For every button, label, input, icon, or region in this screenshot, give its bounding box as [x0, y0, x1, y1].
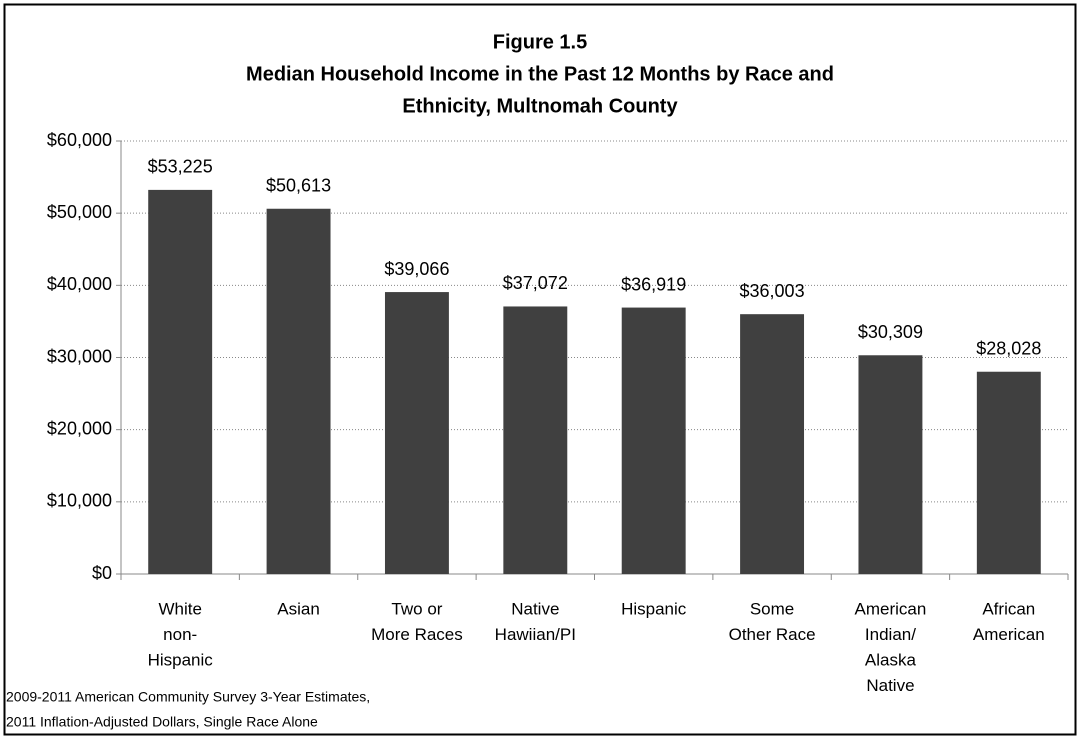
data-label: $50,613 — [266, 175, 331, 195]
y-tick-label: $50,000 — [47, 202, 112, 222]
data-label: $28,028 — [976, 338, 1041, 358]
data-label: $36,003 — [740, 281, 805, 301]
footnote: 2011 Inflation-Adjusted Dollars, Single … — [6, 714, 318, 730]
y-tick-label: $60,000 — [47, 130, 112, 150]
chart-title: Median Household Income in the Past 12 M… — [246, 63, 834, 85]
chart-title: Ethnicity, Multnomah County — [402, 95, 678, 117]
x-tick-label: Other Race — [729, 625, 816, 644]
footnote: 2009-2011 American Community Survey 3-Ye… — [6, 689, 370, 705]
bar — [384, 292, 449, 574]
x-tick-label: Asian — [277, 599, 320, 618]
y-tick-label: $20,000 — [47, 418, 112, 438]
data-label: $37,072 — [503, 273, 568, 293]
bar — [266, 208, 331, 574]
bar — [976, 371, 1041, 574]
x-tick-label: non- — [163, 625, 197, 644]
x-tick-label: American — [855, 599, 927, 618]
x-tick-label: Some — [750, 599, 794, 618]
y-tick-label: $0 — [92, 563, 112, 583]
x-tick-label: Hispanic — [621, 599, 687, 618]
data-label: $53,225 — [148, 157, 213, 177]
bar — [503, 306, 568, 574]
x-tick-label: Native — [511, 599, 559, 618]
bar — [858, 355, 923, 574]
data-label: $30,309 — [858, 322, 923, 342]
x-tick-label: American — [973, 625, 1045, 644]
y-tick-label: $30,000 — [47, 346, 112, 366]
data-label: $36,919 — [621, 274, 686, 294]
x-tick-label: African — [982, 599, 1035, 618]
x-tick-label: Native — [866, 676, 914, 695]
x-tick-label: More Races — [371, 625, 463, 644]
y-tick-label: $10,000 — [47, 491, 112, 511]
x-tick-label: Alaska — [865, 650, 917, 669]
data-label: $39,066 — [384, 259, 449, 279]
x-tick-label: Hawiian/PI — [495, 625, 576, 644]
bar — [740, 314, 805, 574]
chart-title: Figure 1.5 — [493, 31, 587, 53]
x-tick-label: Two or — [391, 599, 442, 618]
x-tick-label: Indian/ — [865, 625, 916, 644]
x-tick-label: White — [158, 599, 201, 618]
y-tick-label: $40,000 — [47, 274, 112, 294]
bar — [148, 189, 213, 574]
bar — [621, 307, 686, 574]
x-tick-label: Hispanic — [148, 650, 214, 669]
